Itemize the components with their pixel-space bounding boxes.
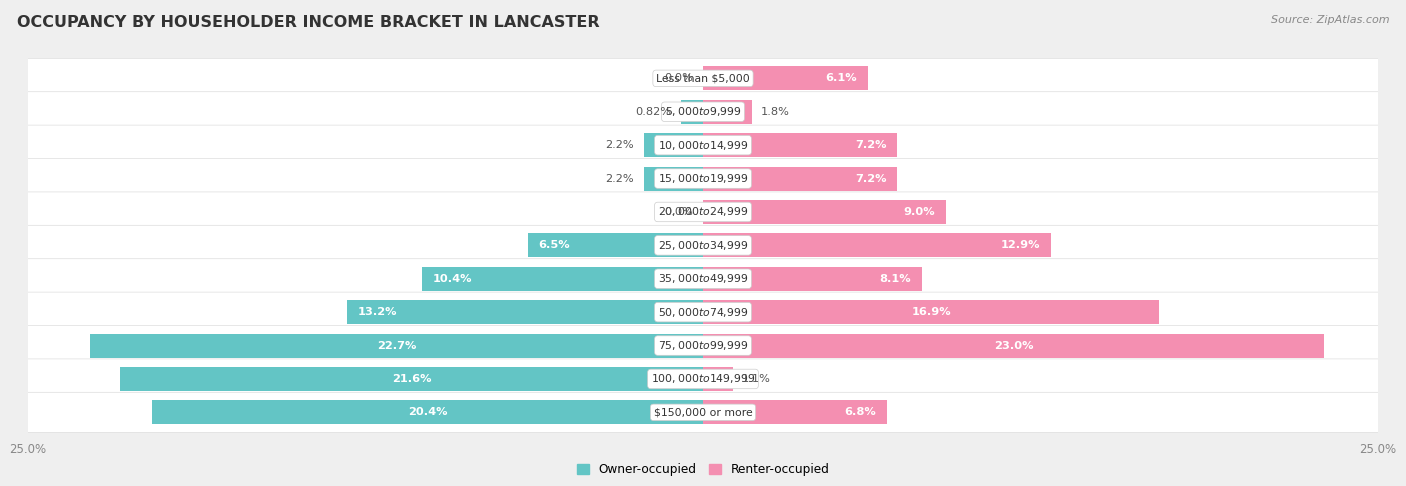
Legend: Owner-occupied, Renter-occupied: Owner-occupied, Renter-occupied xyxy=(572,458,834,481)
Text: $25,000 to $34,999: $25,000 to $34,999 xyxy=(658,239,748,252)
Text: $75,000 to $99,999: $75,000 to $99,999 xyxy=(658,339,748,352)
Text: 0.0%: 0.0% xyxy=(665,207,693,217)
Text: 2.2%: 2.2% xyxy=(606,140,634,150)
Bar xyxy=(703,200,946,224)
Text: $100,000 to $149,999: $100,000 to $149,999 xyxy=(651,372,755,385)
Text: 1.8%: 1.8% xyxy=(761,107,790,117)
Bar xyxy=(422,267,703,291)
FancyBboxPatch shape xyxy=(21,226,1385,265)
Text: 23.0%: 23.0% xyxy=(994,341,1033,350)
Text: $150,000 or more: $150,000 or more xyxy=(654,407,752,417)
Text: 6.5%: 6.5% xyxy=(538,241,569,250)
Bar xyxy=(703,167,897,191)
Text: Less than $5,000: Less than $5,000 xyxy=(657,73,749,84)
Bar xyxy=(703,66,868,90)
Bar xyxy=(644,167,703,191)
Text: $20,000 to $24,999: $20,000 to $24,999 xyxy=(658,206,748,218)
Text: 9.0%: 9.0% xyxy=(904,207,935,217)
Bar xyxy=(527,233,703,258)
Text: Source: ZipAtlas.com: Source: ZipAtlas.com xyxy=(1271,15,1389,25)
FancyBboxPatch shape xyxy=(21,359,1385,399)
Text: 2.2%: 2.2% xyxy=(606,174,634,184)
Bar xyxy=(703,400,887,424)
Text: 7.2%: 7.2% xyxy=(855,140,887,150)
FancyBboxPatch shape xyxy=(21,192,1385,232)
Bar xyxy=(90,333,703,358)
Text: 0.82%: 0.82% xyxy=(636,107,672,117)
Text: 7.2%: 7.2% xyxy=(855,174,887,184)
Text: $35,000 to $49,999: $35,000 to $49,999 xyxy=(658,272,748,285)
Text: 20.4%: 20.4% xyxy=(408,407,447,417)
FancyBboxPatch shape xyxy=(21,92,1385,132)
Bar xyxy=(703,267,922,291)
Bar xyxy=(681,100,703,124)
FancyBboxPatch shape xyxy=(21,326,1385,365)
Bar xyxy=(152,400,703,424)
Text: OCCUPANCY BY HOUSEHOLDER INCOME BRACKET IN LANCASTER: OCCUPANCY BY HOUSEHOLDER INCOME BRACKET … xyxy=(17,15,599,30)
FancyBboxPatch shape xyxy=(21,392,1385,433)
Text: 10.4%: 10.4% xyxy=(433,274,472,284)
Text: 13.2%: 13.2% xyxy=(357,307,396,317)
Text: 12.9%: 12.9% xyxy=(1001,241,1040,250)
Text: $15,000 to $19,999: $15,000 to $19,999 xyxy=(658,172,748,185)
Bar xyxy=(120,367,703,391)
Text: 6.1%: 6.1% xyxy=(825,73,856,84)
Bar xyxy=(644,133,703,157)
Text: 22.7%: 22.7% xyxy=(377,341,416,350)
Text: 8.1%: 8.1% xyxy=(879,274,911,284)
Text: $50,000 to $74,999: $50,000 to $74,999 xyxy=(658,306,748,319)
FancyBboxPatch shape xyxy=(21,259,1385,299)
Text: 0.0%: 0.0% xyxy=(665,73,693,84)
Bar xyxy=(703,333,1324,358)
FancyBboxPatch shape xyxy=(21,58,1385,98)
Text: 1.1%: 1.1% xyxy=(742,374,770,384)
FancyBboxPatch shape xyxy=(21,158,1385,199)
Text: 21.6%: 21.6% xyxy=(392,374,432,384)
Bar xyxy=(703,100,752,124)
Text: $5,000 to $9,999: $5,000 to $9,999 xyxy=(665,105,741,118)
Bar xyxy=(703,367,733,391)
Bar xyxy=(703,133,897,157)
Bar xyxy=(347,300,703,324)
Bar xyxy=(703,233,1052,258)
Bar xyxy=(703,300,1159,324)
FancyBboxPatch shape xyxy=(21,292,1385,332)
Text: $10,000 to $14,999: $10,000 to $14,999 xyxy=(658,139,748,152)
Text: 6.8%: 6.8% xyxy=(844,407,876,417)
Text: 16.9%: 16.9% xyxy=(911,307,950,317)
FancyBboxPatch shape xyxy=(21,125,1385,165)
